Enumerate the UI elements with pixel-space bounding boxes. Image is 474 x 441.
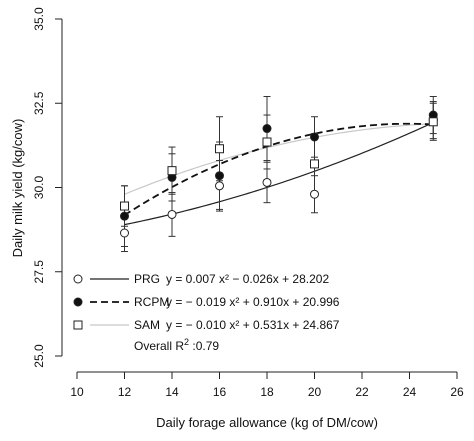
x-tick-label: 26: [450, 385, 464, 399]
point-prg: [310, 189, 319, 199]
legend-marker-rcpm: [73, 297, 83, 307]
legend-marker-sam: [73, 320, 83, 330]
x-ticks: 10 12 14 16 18 20 22 24 26: [70, 372, 464, 399]
y-tick-label: 27.5: [32, 260, 46, 284]
fit-curve-rcpm: [124, 122, 434, 216]
point-rcpm: [310, 132, 319, 142]
point-rcpm: [215, 171, 224, 181]
point-sam: [428, 117, 438, 127]
legend-label-prg: PRG: [134, 272, 160, 286]
point-prg: [262, 177, 272, 187]
point-rcpm: [262, 124, 272, 134]
point-sam: [167, 166, 177, 176]
x-tick-label: 10: [70, 385, 84, 399]
y-ticks: 25.0 27.5 30.0 32.5 35.0: [32, 7, 62, 368]
x-tick-label: 16: [213, 385, 227, 399]
y-axis-title: Daily milk yield (kg/cow): [10, 119, 25, 258]
y-tick-label: 30.0: [32, 175, 46, 199]
x-tick-label: 14: [165, 385, 179, 399]
point-sam: [215, 144, 224, 154]
point-prg: [167, 209, 177, 219]
point-sam: [262, 137, 272, 147]
legend-equation-rcpm: y = − 0.019 x² + 0.910x + 20.996: [166, 295, 340, 309]
y-tick-label: 25.0: [32, 344, 46, 368]
x-tick-label: 22: [355, 385, 369, 399]
x-tick-label: 12: [118, 385, 132, 399]
x-tick-label: 24: [403, 385, 417, 399]
y-tick-label: 35.0: [32, 7, 46, 31]
legend-overall: Overall R2 :0.79: [134, 337, 219, 353]
legend-equation-prg: y = 0.007 x² − 0.026x + 28.202: [166, 272, 329, 286]
point-sam: [120, 201, 129, 211]
x-tick-label: 18: [260, 385, 274, 399]
legend-marker-prg: [73, 274, 83, 284]
x-axis-title: Daily forage allowance (kg of DM/cow): [156, 415, 378, 430]
point-prg: [215, 181, 224, 191]
x-tick-label: 20: [308, 385, 322, 399]
data-points: [120, 110, 438, 238]
point-rcpm: [120, 211, 129, 221]
legend-label-sam: SAM: [134, 318, 160, 332]
point-prg: [120, 228, 129, 238]
y-tick-label: 32.5: [32, 91, 46, 115]
point-sam: [310, 159, 319, 169]
legend-label-rcpm: RCPM: [134, 295, 169, 309]
legend-equation-sam: y = − 0.010 x² + 0.531x + 24.867: [166, 318, 340, 332]
